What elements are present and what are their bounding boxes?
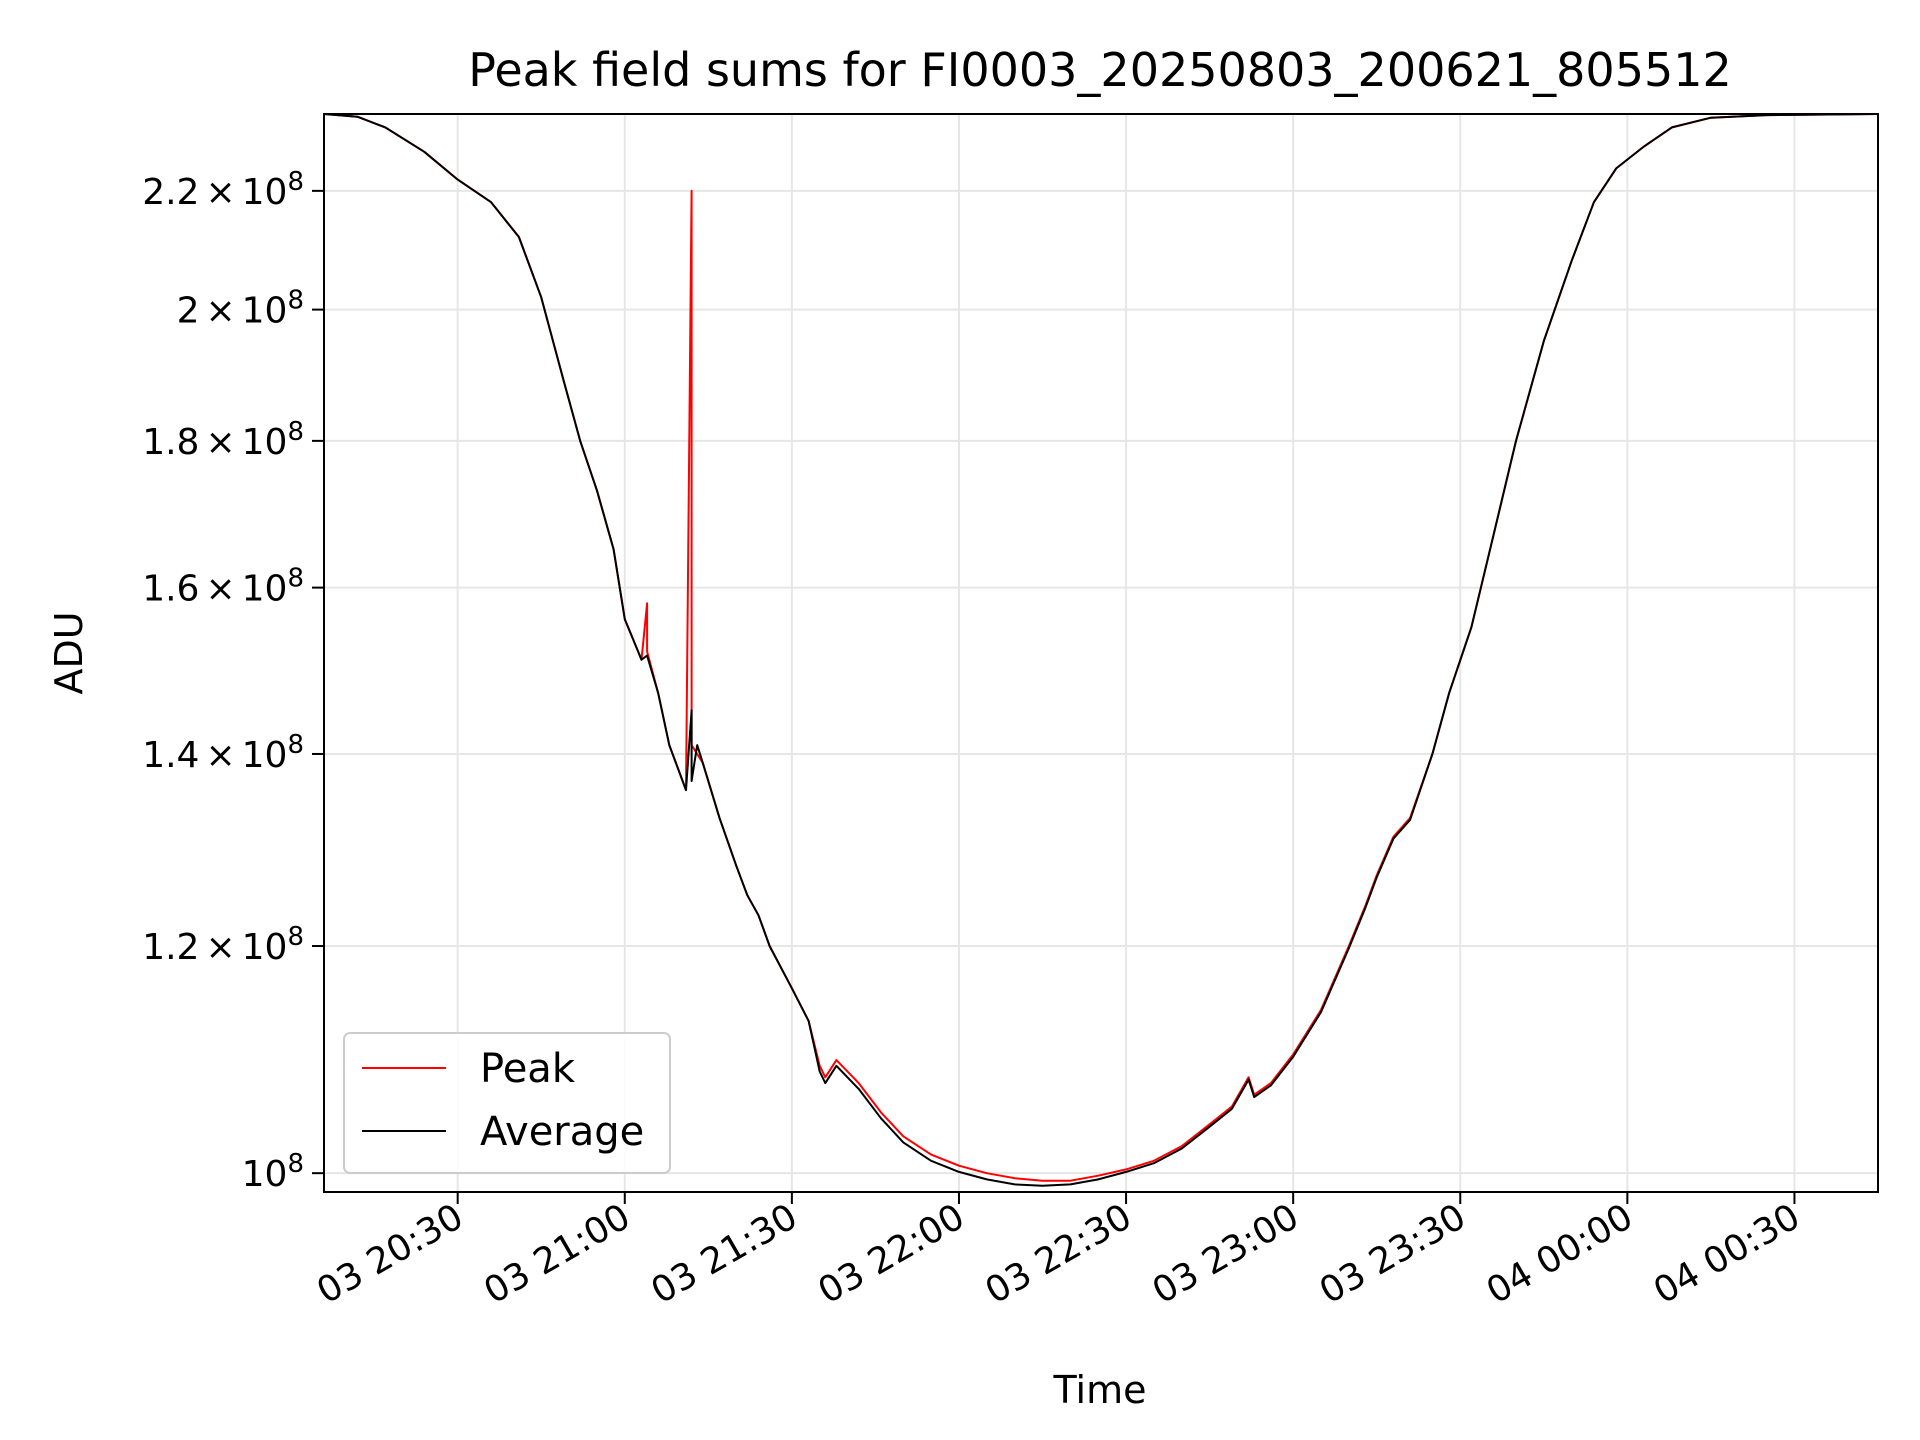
y-tick-label: 1.2 × 108 [142, 922, 304, 968]
y-tick-base: 10 [242, 569, 288, 610]
y-tick-base: 10 [242, 291, 288, 332]
y-tick-power: 8 [287, 167, 304, 197]
y-tick-times: × [205, 291, 235, 332]
y-tick-mantissa: 1.6 [142, 569, 199, 610]
y-tick-power: 8 [287, 564, 304, 594]
y-tick-base: 10 [242, 1154, 288, 1195]
y-tick-label: 2 × 108 [177, 286, 304, 332]
y-axis-label: ADU [47, 611, 91, 694]
y-tick-base: 10 [242, 735, 288, 776]
x-axis-label: Time [1053, 1368, 1147, 1412]
plot-frame [323, 113, 1879, 1193]
y-tick-base: 10 [242, 422, 288, 463]
y-tick-label: 108 [242, 1149, 304, 1195]
y-tick-power: 8 [287, 417, 304, 447]
y-tick-label: 1.6 × 108 [142, 564, 304, 610]
y-tick-mantissa: 1.8 [142, 422, 199, 463]
y-tick-label: 1.8 × 108 [142, 417, 304, 463]
y-tick-mantissa: 1.2 [142, 927, 199, 968]
y-tick-times: × [205, 569, 235, 610]
chart-title: Peak field sums for FI0003_20250803_2006… [468, 43, 1732, 97]
legend-label-average: Average [480, 1109, 644, 1155]
grid [324, 114, 1878, 1192]
y-tick-times: × [205, 927, 235, 968]
y-tick-times: × [205, 735, 235, 776]
legend-label-peak: Peak [480, 1046, 576, 1092]
y-tick-base: 10 [242, 172, 288, 213]
series-line-average [323, 113, 1879, 1187]
y-tick-times: × [205, 172, 235, 213]
y-tick-base: 10 [242, 927, 288, 968]
y-tick-mantissa: 2 [177, 291, 200, 332]
y-tick-mantissa: 2.2 [142, 172, 199, 213]
y-tick-label: 2.2 × 108 [142, 167, 304, 213]
series-layer [323, 113, 1879, 1187]
y-tick-label: 1.4 × 108 [142, 730, 304, 776]
y-tick-power: 8 [287, 1149, 304, 1179]
y-tick-times: × [205, 422, 235, 463]
y-tick-power: 8 [287, 286, 304, 316]
y-tick-power: 8 [287, 922, 304, 952]
y-tick-power: 8 [287, 730, 304, 760]
y-tick-mantissa: 1.4 [142, 735, 199, 776]
legend: Peak Average [343, 1032, 671, 1174]
